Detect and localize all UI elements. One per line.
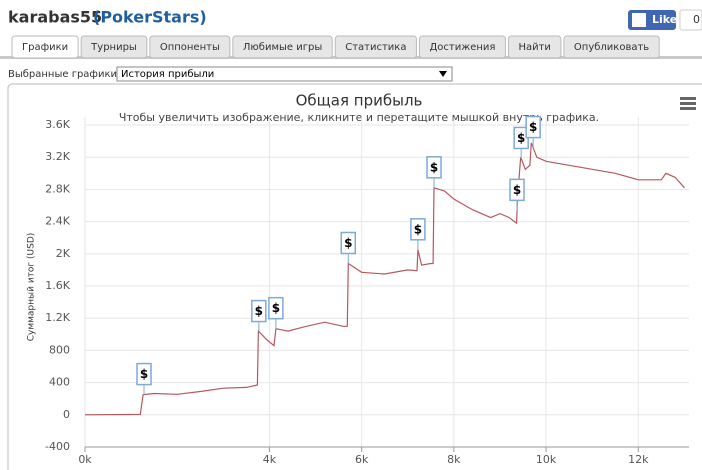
tab-label[interactable]: Статистика (345, 42, 406, 53)
profit-line (84, 142, 685, 416)
menu-icon[interactable] (680, 97, 696, 110)
tab-label[interactable]: Графики (22, 42, 68, 53)
x-tick-label: 4k (263, 453, 277, 466)
tab[interactable] (149, 35, 231, 59)
tabs: Графики Турниры Оппоненты Любимые игры Стати… (11, 35, 660, 59)
tab[interactable] (334, 35, 417, 59)
tab[interactable] (507, 35, 562, 59)
menu-bar[interactable] (680, 107, 696, 110)
flag (410, 218, 426, 241)
y-tick-label: 0 (63, 408, 70, 421)
flag-label: $ (414, 222, 422, 236)
flag-label: $ (529, 120, 537, 134)
flag-label: $ (517, 131, 525, 145)
like-button[interactable]: Like (628, 10, 677, 30)
flag-label: $ (513, 183, 521, 197)
tab-label[interactable]: Опубликовать (574, 42, 649, 53)
fb-icon (632, 13, 646, 27)
tab[interactable] (563, 35, 660, 59)
user-name: karabas55 (8, 8, 102, 27)
flag-label: $ (272, 301, 280, 315)
y-tick-label: 1.2K (45, 311, 70, 324)
selector-box[interactable] (116, 66, 453, 82)
selector-arrow (439, 71, 447, 77)
y-tick-label: 800 (49, 343, 70, 356)
like-label[interactable]: Like (652, 13, 677, 26)
flag (136, 362, 152, 386)
flag (525, 115, 541, 139)
flag (509, 178, 525, 202)
tab-label[interactable]: Найти (518, 42, 550, 53)
site-name: (PokerStars) (93, 8, 207, 27)
chart-title: Общая прибыль (296, 92, 423, 110)
chart-subtitle: Чтобы увеличить изображение, кликните и … (119, 111, 599, 124)
selector[interactable]: История прибыли (116, 66, 453, 82)
tab[interactable] (232, 35, 333, 59)
like-count: 0 (693, 13, 700, 26)
y-tick-label: 3.2K (45, 150, 70, 163)
flag (268, 296, 284, 320)
flag-label: $ (430, 160, 438, 174)
tab-label[interactable]: Оппоненты (160, 42, 220, 53)
tab-label[interactable]: Турниры (90, 42, 137, 53)
menu-bar[interactable] (680, 102, 696, 105)
x-tick-label: 0k (78, 453, 92, 466)
tab-label[interactable]: Любимые игры (243, 42, 322, 53)
y-axis-label: Суммарный итог (USD) (27, 233, 37, 342)
menu-bar[interactable] (680, 97, 696, 100)
y-tick-label: 3.6K (45, 118, 70, 131)
x-tick-label: 8k (447, 453, 461, 466)
x-tick-label: 6k (355, 453, 369, 466)
selector-value[interactable]: История прибыли (121, 69, 214, 80)
y-tick-label: 2.4K (45, 215, 70, 228)
flag (426, 156, 442, 179)
y-tick-label: 2K (56, 247, 71, 260)
flag (251, 299, 267, 323)
flag-label: $ (255, 304, 263, 318)
x-tick-label: 10k (536, 453, 557, 466)
chart-frame (7, 83, 702, 470)
flag (340, 231, 357, 255)
y-tick-label: 2.8K (45, 182, 70, 195)
tab-label[interactable]: Достижения (429, 42, 495, 53)
y-tick-label: -400 (45, 440, 70, 453)
flag-label: $ (140, 367, 148, 381)
x-tick-label: 12k (628, 453, 649, 466)
y-tick-label: 1.6K (45, 279, 70, 292)
flag-label: $ (344, 236, 352, 250)
tab[interactable] (80, 35, 148, 59)
selector-label: Выбранные графики: (8, 69, 120, 80)
tab[interactable] (11, 35, 79, 59)
y-tick-label: 400 (49, 376, 70, 389)
tab[interactable] (418, 35, 506, 59)
like-count-box (679, 9, 702, 31)
